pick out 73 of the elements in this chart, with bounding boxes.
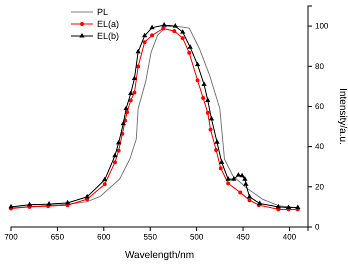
point [231,176,236,181]
point [116,148,121,153]
point [276,204,281,208]
point [242,176,248,181]
point [46,201,52,206]
point [8,204,14,208]
point [26,202,32,206]
x-tick-label: 650 [50,232,65,242]
point [142,40,147,44]
point [102,182,107,186]
point [238,190,242,194]
point [286,204,292,210]
point [187,44,193,49]
point [208,128,212,132]
point [136,48,141,54]
point [116,140,122,144]
point [180,36,185,40]
point [128,90,134,96]
point [187,50,192,55]
y-tick-label: 60 [315,102,324,112]
point [214,148,218,152]
y-tick-label: 80 [315,62,324,71]
y-tick-label: 40 [315,142,324,152]
y-tick-label: 0 [315,222,320,232]
point [162,22,167,27]
point [257,200,262,206]
point [132,90,136,95]
point [194,62,200,66]
point [84,194,90,198]
point [239,172,245,178]
legend-label: EL(b) [97,31,120,41]
point [226,181,230,186]
point [243,181,248,186]
point [150,33,154,38]
point [172,29,176,34]
y-axis-title: Intensity/a.u. [337,88,348,145]
y-tick-label: 20 [315,182,324,192]
point [205,97,210,102]
point [201,96,206,100]
point [64,200,70,204]
x-tick-label: 550 [144,232,158,242]
point [196,78,200,82]
point [161,26,166,30]
point [120,120,126,126]
x-tick-label: 700 [4,232,18,242]
point [206,110,210,115]
x-tick-label: 600 [97,232,112,242]
x-tick-label: 450 [236,232,250,242]
point [201,81,207,86]
point [180,29,186,34]
x-tick-label: 500 [190,232,204,242]
point [142,32,148,38]
point [208,116,214,120]
point [172,23,178,28]
point [226,176,231,181]
point [295,204,300,210]
point [123,106,129,110]
y-tick-label: 100 [315,22,329,31]
x-tick-label: 400 [282,232,297,242]
point [128,98,133,102]
point [149,24,155,30]
point [102,176,108,182]
point [248,198,252,202]
x-axis-title: Wavelength/nm [124,250,194,261]
point [214,139,220,144]
point [246,194,252,198]
legend-label: PL [97,7,108,17]
point [112,160,117,164]
point [219,159,224,164]
point [218,166,223,170]
point [112,152,118,158]
point [132,75,138,80]
legend-label: EL(a) [97,19,120,29]
